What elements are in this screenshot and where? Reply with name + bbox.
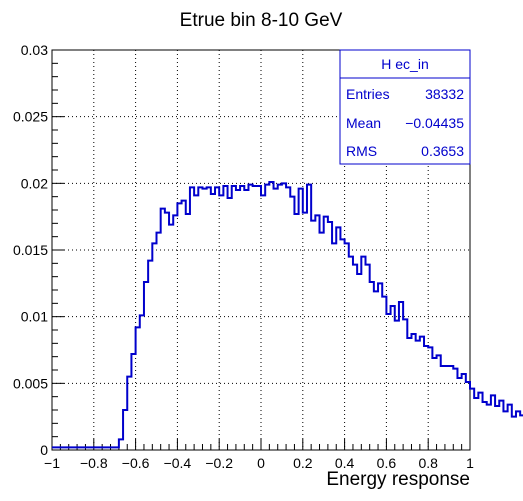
stats-mean-value: −0.04435	[405, 115, 464, 131]
histogram-series	[52, 181, 523, 449]
x-tick-labels: −1 −0.8 −0.6 −0.4 −0.2 0 0.2 0.4 0.6 0.8 1	[44, 455, 474, 471]
stats-rms-value: 0.3653	[421, 143, 464, 159]
stats-mean-label: Mean	[346, 115, 381, 131]
stats-box-frame	[339, 49, 471, 165]
x-tick-label: 1	[466, 455, 474, 471]
stats-rms-label: RMS	[346, 143, 377, 159]
stats-entries-label: Entries	[346, 86, 390, 102]
y-tick-label: 0	[40, 442, 48, 458]
x-tick-label: 0.8	[418, 455, 438, 471]
x-tick-label: −1	[44, 455, 60, 471]
y-tick-label: 0.03	[21, 42, 48, 58]
y-tick-labels: 0 0.005 0.01 0.015 0.02 0.025 0.03	[13, 42, 48, 458]
stats-box: H ec_in Entries 38332 Mean −0.04435 RMS …	[339, 49, 471, 165]
x-tick-label: 0.6	[377, 455, 397, 471]
y-tick-label: 0.015	[13, 242, 48, 258]
y-tick-label: 0.005	[13, 375, 48, 391]
y-tick-label: 0.01	[21, 309, 48, 325]
x-tick-label: −0.4	[164, 455, 192, 471]
y-tick-label: 0.02	[21, 175, 48, 191]
x-tick-label: −0.8	[80, 455, 108, 471]
x-tick-label: 0.4	[335, 455, 355, 471]
axis-ticks	[51, 49, 471, 451]
stats-entries-value: 38332	[425, 86, 464, 102]
x-axis-title: Energy response	[326, 469, 470, 490]
x-tick-label: −0.6	[122, 455, 150, 471]
x-tick-label: −0.2	[205, 455, 233, 471]
x-tick-label: 0.2	[293, 455, 313, 471]
histogram-line	[52, 181, 523, 449]
y-tick-label: 0.025	[13, 109, 48, 125]
chart-title: Etrue bin 8-10 GeV	[180, 10, 343, 31]
x-tick-label: 0	[257, 455, 265, 471]
stats-box-title: H ec_in	[381, 56, 428, 72]
